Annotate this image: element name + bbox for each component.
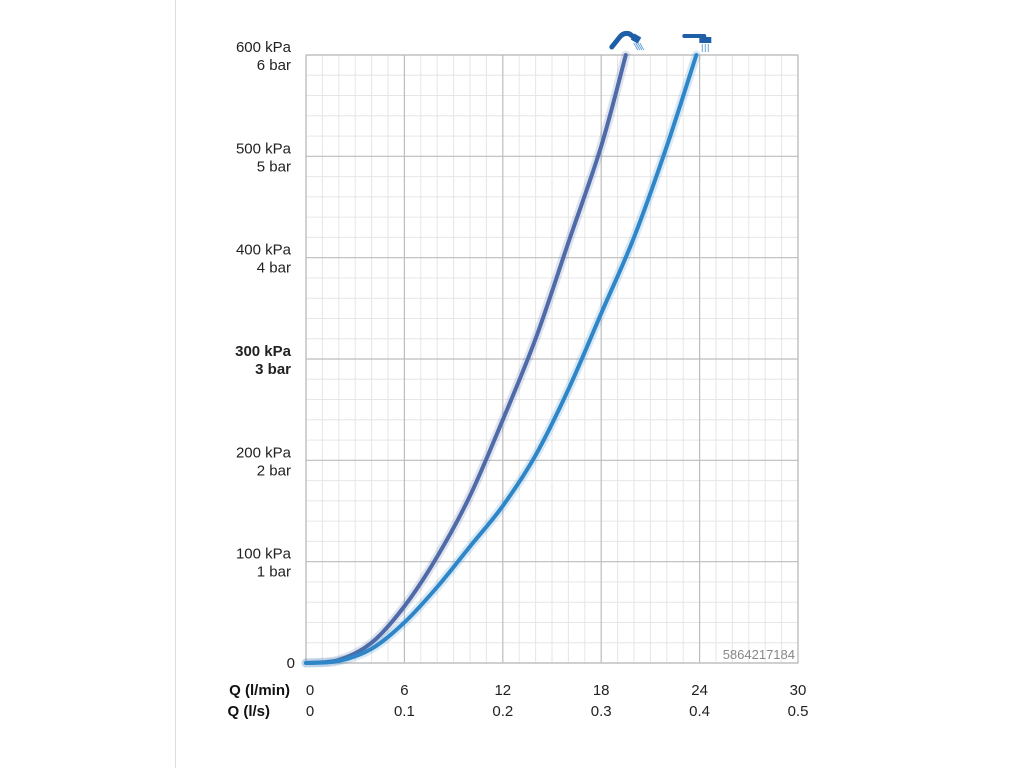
y-tick-label-bar: 3 bar: [255, 361, 291, 378]
hand-shower-handle: [609, 30, 638, 50]
major-grid: [305, 54, 799, 664]
x-axis-labels: Q (l/min) Q (l/s) 0 6 12 18 24 30 0 0.1 0.2 0.3 0.4 0…: [227, 682, 808, 720]
plot-border: [305, 54, 799, 664]
overhead-shower-head: [699, 37, 712, 43]
icons-layer: [609, 30, 712, 52]
x-tick-label-lmin: 30: [790, 682, 807, 699]
x-tick-label-lmin: 18: [593, 682, 610, 699]
water-stream: [633, 42, 639, 51]
water-stream: [637, 42, 643, 51]
water-stream: [639, 42, 645, 51]
y-tick-label-bar: 6 bar: [257, 57, 291, 74]
y-tick-label-bar: 4 bar: [257, 260, 291, 277]
y-tick-label-bar: 2 bar: [257, 462, 291, 479]
y-tick-label-kpa: 100 kPa: [236, 546, 292, 563]
y-tick-label-kpa: 600 kPa: [236, 39, 292, 56]
x-axis-title-lmin: Q (l/min): [229, 682, 290, 699]
series-line-1: [304, 53, 628, 665]
y-tick-label-kpa: 300 kPa: [235, 343, 292, 360]
x-tick-label-lmin: 6: [400, 682, 408, 699]
y-tick-label-kpa: 500 kPa: [236, 140, 292, 157]
watermark-id: 5864217184: [723, 647, 795, 662]
series-line-2: [304, 53, 699, 665]
y-tick-label-kpa: 400 kPa: [236, 242, 292, 259]
x-tick-label-ls: 0: [306, 703, 314, 720]
series-layer: [301, 50, 701, 668]
x-tick-label-lmin: 0: [306, 682, 314, 699]
x-tick-label-ls: 0.5: [788, 703, 809, 720]
water-stream: [635, 42, 641, 51]
y-tick-label-kpa: 200 kPa: [236, 444, 292, 461]
x-tick-label-ls: 0.4: [689, 703, 710, 720]
x-tick-label-ls: 0.1: [394, 703, 415, 720]
x-tick-label-ls: 0.3: [591, 703, 612, 720]
y-tick-label-bar: 1 bar: [257, 564, 291, 581]
x-axis-title-ls: Q (l/s): [227, 703, 270, 720]
y-tick-label-kpa: 0: [287, 655, 295, 672]
x-tick-label-ls: 0.2: [492, 703, 513, 720]
hand-shower-head: [630, 33, 642, 44]
x-tick-label-lmin: 12: [494, 682, 511, 699]
overhead-shower-icon: [682, 34, 712, 52]
hand-shower-icon: [609, 30, 645, 51]
y-tick-label-bar: 5 bar: [257, 158, 291, 175]
x-tick-label-lmin: 24: [691, 682, 708, 699]
page-divider-line: [175, 0, 176, 768]
